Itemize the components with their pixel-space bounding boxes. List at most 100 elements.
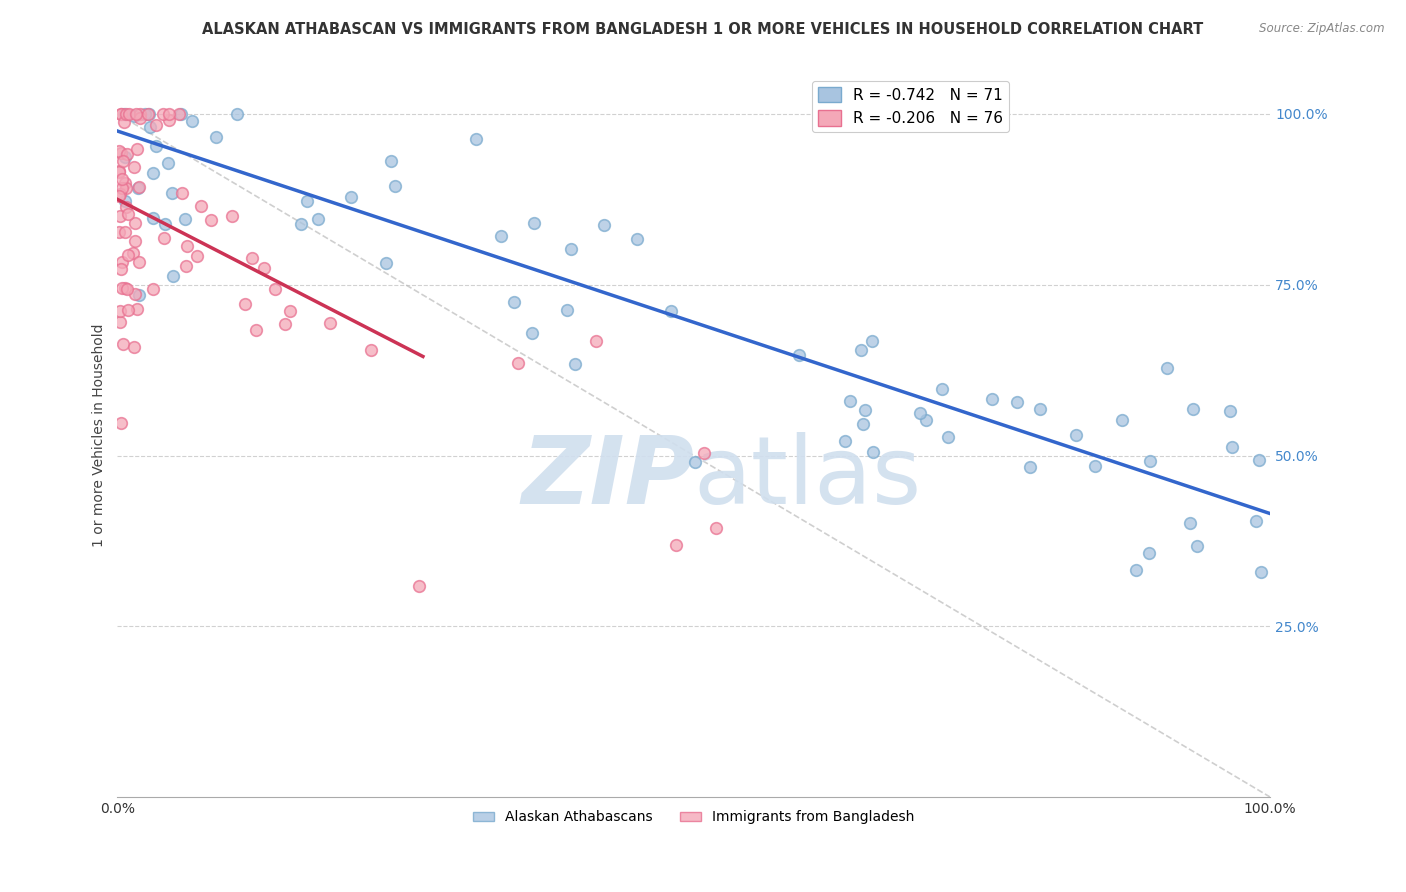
Point [114, 281, 136, 295]
Point [221, 209, 243, 223]
Point [852, 417, 875, 431]
Point [980, 392, 1002, 406]
Point [914, 412, 936, 426]
Point [592, 219, 614, 233]
Point [142, 211, 165, 226]
Point [380, 154, 402, 169]
Point [489, 229, 512, 244]
Point [1029, 401, 1052, 416]
Point [136, 107, 159, 121]
Point [157, 112, 180, 127]
Point [1084, 458, 1107, 473]
Point [108, 145, 131, 159]
Point [108, 164, 131, 178]
Point [108, 189, 131, 203]
Point [160, 186, 183, 201]
Point [110, 262, 132, 277]
Point [931, 382, 953, 396]
Point [125, 107, 148, 121]
Point [295, 194, 318, 208]
Point [111, 153, 134, 168]
Point [465, 132, 488, 146]
Point [307, 212, 329, 227]
Point [290, 217, 312, 231]
Point [115, 107, 138, 121]
Point [108, 186, 131, 201]
Point [860, 334, 883, 348]
Point [834, 434, 856, 448]
Point [152, 107, 174, 121]
Point [908, 406, 931, 420]
Point [557, 302, 579, 317]
Point [665, 537, 688, 551]
Point [162, 268, 184, 283]
Point [200, 213, 222, 227]
Point [862, 445, 884, 459]
Point [1220, 440, 1243, 454]
Point [685, 455, 707, 469]
Point [124, 217, 146, 231]
Point [853, 402, 876, 417]
Point [129, 111, 152, 125]
Point [274, 318, 297, 332]
Point [585, 334, 607, 349]
Point [108, 209, 131, 223]
Point [1064, 428, 1087, 442]
Point [226, 107, 249, 121]
Point [128, 180, 150, 194]
Text: ALASKAN ATHABASCAN VS IMMIGRANTS FROM BANGLADESH 1 OR MORE VEHICLES IN HOUSEHOLD: ALASKAN ATHABASCAN VS IMMIGRANTS FROM BA… [202, 22, 1204, 37]
Point [145, 118, 167, 132]
Point [114, 181, 136, 195]
Text: ZIP: ZIP [522, 433, 693, 524]
Point [169, 107, 191, 121]
Point [1019, 459, 1042, 474]
Point [128, 107, 150, 121]
Point [319, 316, 342, 330]
Point [111, 337, 134, 351]
Point [838, 394, 860, 409]
Point [110, 303, 132, 318]
Point [204, 130, 226, 145]
Point [114, 194, 136, 208]
Point [564, 357, 586, 371]
Point [626, 232, 648, 246]
Point [114, 225, 136, 239]
Point [112, 114, 135, 128]
Point [114, 176, 136, 190]
Point [174, 260, 197, 274]
Point [128, 255, 150, 269]
Point [181, 113, 204, 128]
Point [560, 242, 582, 256]
Point [108, 165, 131, 179]
Point [1005, 394, 1028, 409]
Point [117, 303, 139, 318]
Point [849, 343, 872, 357]
Point [127, 301, 149, 316]
Point [124, 287, 146, 301]
Point [1250, 566, 1272, 580]
Point [506, 356, 529, 370]
Point [1182, 402, 1205, 417]
Point [1247, 452, 1270, 467]
Point [169, 107, 191, 121]
Point [360, 343, 382, 357]
Point [240, 251, 263, 265]
Point [115, 147, 138, 161]
Point [408, 579, 430, 593]
Point [503, 294, 526, 309]
Point [176, 239, 198, 253]
Point [522, 326, 544, 340]
Point [1125, 562, 1147, 576]
Point [340, 190, 363, 204]
Point [122, 109, 145, 123]
Point [122, 340, 145, 354]
Point [1219, 404, 1241, 418]
Point [118, 107, 141, 121]
Point [111, 281, 134, 295]
Point [142, 282, 165, 296]
Point [110, 107, 132, 121]
Point [134, 107, 156, 121]
Point [692, 446, 714, 460]
Point [114, 149, 136, 163]
Point [936, 430, 959, 444]
